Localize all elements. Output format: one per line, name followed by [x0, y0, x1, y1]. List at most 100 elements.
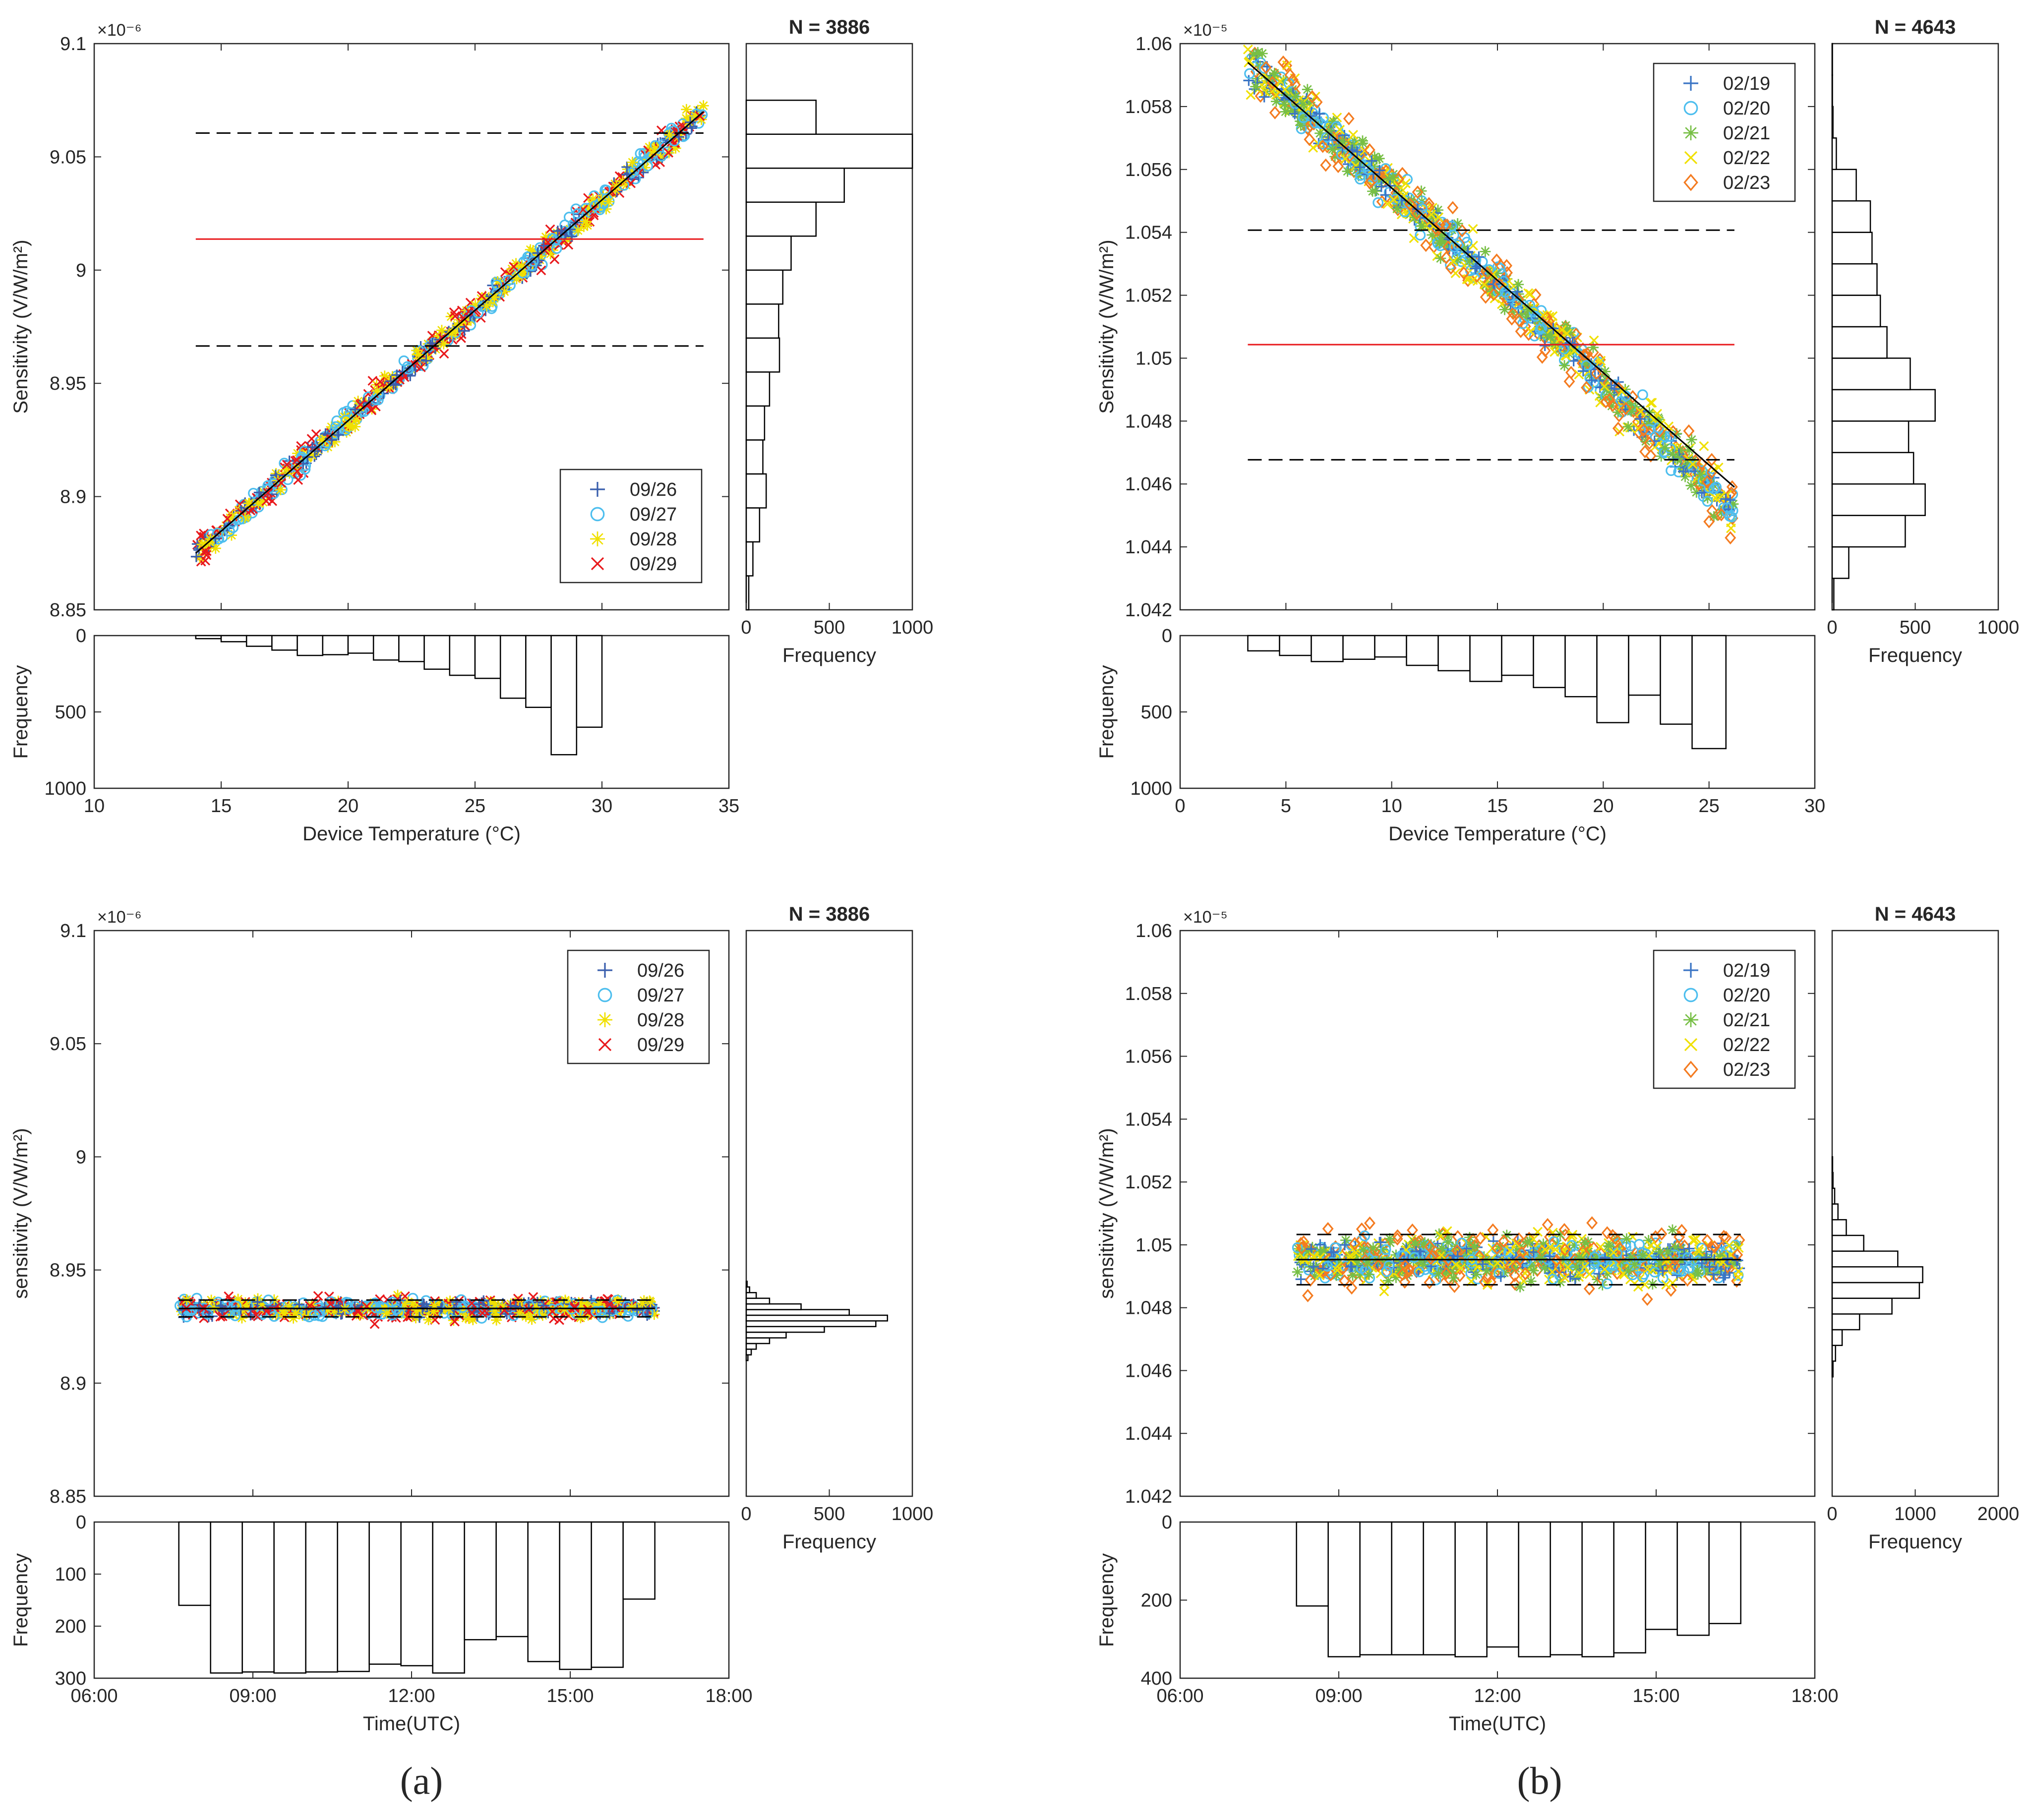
data-point	[1335, 124, 1345, 135]
data-point	[696, 114, 707, 125]
data-point	[1581, 381, 1592, 395]
data-point	[458, 1305, 469, 1317]
data-point	[450, 1296, 462, 1308]
x-tick-label: 06:00	[1156, 1686, 1203, 1706]
data-point	[516, 260, 528, 271]
x-tick-label: 15	[1487, 796, 1508, 817]
legend: 02/19 02/20 02/21 02/22 02/23	[1653, 62, 1796, 202]
data-point	[1260, 60, 1272, 74]
legend-label: 09/28	[630, 529, 677, 550]
data-point	[1599, 1252, 1611, 1264]
right-hist-tick-label: 0	[1827, 617, 1837, 638]
histogram-bar	[1831, 1297, 1893, 1315]
data-point	[1445, 261, 1457, 275]
data-point	[1681, 1273, 1693, 1287]
data-point	[1317, 139, 1329, 153]
data-point	[1296, 111, 1308, 122]
data-point	[306, 450, 317, 461]
data-point	[228, 522, 239, 533]
data-point	[572, 225, 584, 236]
data-point	[1458, 1258, 1469, 1270]
y-tick-label: 1.05	[1135, 1235, 1172, 1256]
data-point	[231, 1300, 242, 1312]
data-point	[436, 325, 447, 336]
bottom-hist-axis-label: Frequency	[10, 1553, 32, 1647]
data-point	[1432, 204, 1443, 216]
data-point	[603, 196, 614, 207]
y-axis-label: Sensitivity (V/W/m²)	[1096, 239, 1118, 413]
data-point	[1525, 1259, 1537, 1271]
data-point	[1704, 1261, 1715, 1273]
data-point	[1563, 374, 1575, 388]
data-point	[1391, 1232, 1403, 1246]
histogram-bar	[449, 635, 476, 676]
data-point	[1328, 1246, 1339, 1258]
data-point	[1703, 482, 1715, 494]
histogram-bar	[1831, 137, 1837, 171]
histogram-bar	[1342, 635, 1375, 660]
data-point	[227, 510, 238, 522]
data-point	[446, 328, 458, 339]
panel-label-b: (b)	[1517, 1759, 1562, 1802]
data-point	[1409, 233, 1419, 243]
data-point	[1591, 1252, 1603, 1263]
data-point	[1676, 1255, 1688, 1267]
y-tick-label: 1.054	[1125, 1109, 1172, 1130]
data-point	[538, 1300, 549, 1311]
data-point	[535, 250, 546, 262]
x-tick-label: 20	[338, 796, 358, 817]
data-point	[350, 404, 361, 415]
data-point	[1304, 97, 1315, 109]
data-point	[1562, 328, 1572, 339]
data-point	[1665, 1283, 1677, 1297]
data-point	[1376, 1244, 1388, 1255]
legend-label: 09/29	[630, 554, 677, 575]
data-point	[1550, 347, 1560, 357]
data-point	[450, 1316, 460, 1327]
data-point	[1687, 455, 1698, 467]
data-point	[403, 363, 414, 375]
x-tick-label: 06:00	[70, 1686, 118, 1706]
data-point	[1653, 412, 1664, 423]
x-tick-label: 25	[1699, 796, 1720, 817]
data-point	[1475, 1232, 1486, 1245]
data-point	[328, 1306, 340, 1317]
data-point	[1433, 1268, 1444, 1280]
data-point	[1513, 279, 1524, 290]
data-point	[598, 1301, 610, 1312]
data-point	[1563, 1262, 1573, 1272]
data-point	[449, 307, 459, 317]
data-point	[371, 385, 383, 397]
data-point	[670, 142, 681, 154]
data-point	[1308, 1261, 1319, 1272]
histogram-bar	[745, 371, 771, 407]
data-point	[1493, 1268, 1505, 1279]
data-point	[1638, 423, 1650, 437]
data-point	[566, 231, 578, 242]
data-point	[1622, 421, 1634, 432]
data-point	[477, 291, 487, 301]
data-point	[378, 1302, 389, 1313]
data-point	[366, 405, 376, 415]
histogram-bar	[1327, 1521, 1361, 1657]
data-point	[478, 1308, 488, 1318]
data-point	[1448, 1272, 1459, 1284]
data-point	[1683, 444, 1695, 456]
data-point	[1724, 1240, 1734, 1250]
histogram-bar	[337, 1521, 370, 1672]
data-point	[587, 193, 598, 205]
data-point	[1303, 1245, 1314, 1257]
histogram-bar	[745, 201, 817, 237]
data-point	[399, 1299, 410, 1310]
data-point	[296, 441, 306, 451]
data-point	[1442, 1236, 1454, 1248]
histogram-bar	[745, 1343, 757, 1350]
data-point	[1284, 68, 1296, 82]
data-point	[1423, 197, 1435, 211]
data-point	[1661, 1256, 1672, 1266]
data-point	[552, 226, 563, 237]
data-point	[201, 550, 212, 560]
data-point	[1610, 1232, 1621, 1245]
bottom-hist-tick-label: 500	[55, 702, 86, 723]
data-point	[1559, 1243, 1571, 1257]
